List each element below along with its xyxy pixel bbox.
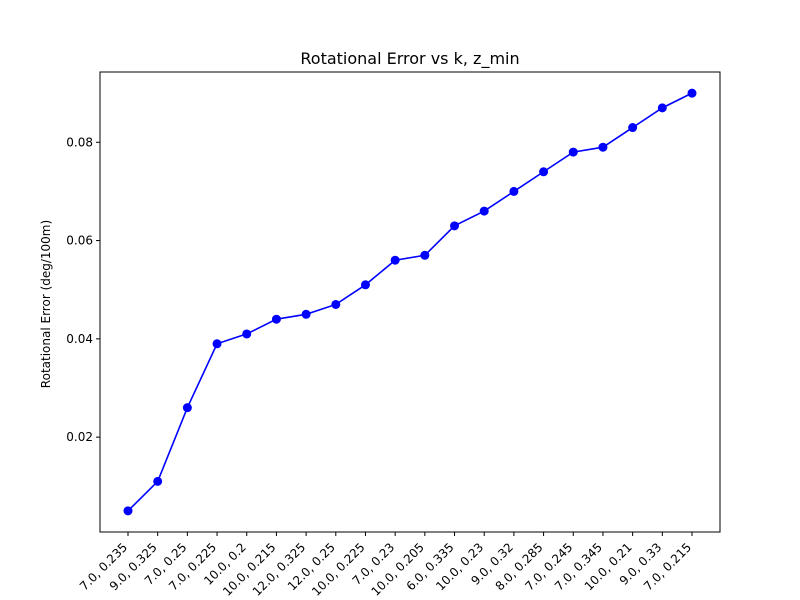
data-point (628, 123, 638, 133)
data-point (450, 221, 460, 231)
data-point (568, 147, 578, 157)
data-point (331, 299, 341, 309)
data-point (687, 88, 697, 98)
data-point (598, 142, 608, 152)
series-line (127, 92, 693, 512)
data-point (271, 314, 281, 324)
y-tick-label: 0.04 (66, 332, 93, 346)
data-point (153, 476, 163, 486)
data-point (509, 186, 519, 196)
chart-title: Rotational Error vs k, z_min (300, 49, 519, 69)
data-point (539, 167, 549, 177)
y-tick-label: 0.02 (66, 430, 93, 444)
y-axis: 0.02 0.04 0.06 0.08 (66, 135, 100, 444)
y-tick-label: 0.06 (66, 234, 93, 248)
data-point (360, 280, 370, 290)
series-group (123, 88, 697, 516)
y-axis-label: Rotational Error (deg/100m) (39, 220, 53, 388)
data-point (390, 255, 400, 265)
data-point (182, 403, 192, 413)
data-point (420, 250, 430, 260)
plot-area (99, 71, 721, 533)
data-point (123, 506, 133, 516)
data-point (301, 309, 311, 319)
data-point (242, 329, 252, 339)
y-tick-label: 0.08 (66, 135, 93, 149)
data-point (657, 103, 667, 113)
data-point (212, 339, 222, 349)
data-point (479, 206, 489, 216)
